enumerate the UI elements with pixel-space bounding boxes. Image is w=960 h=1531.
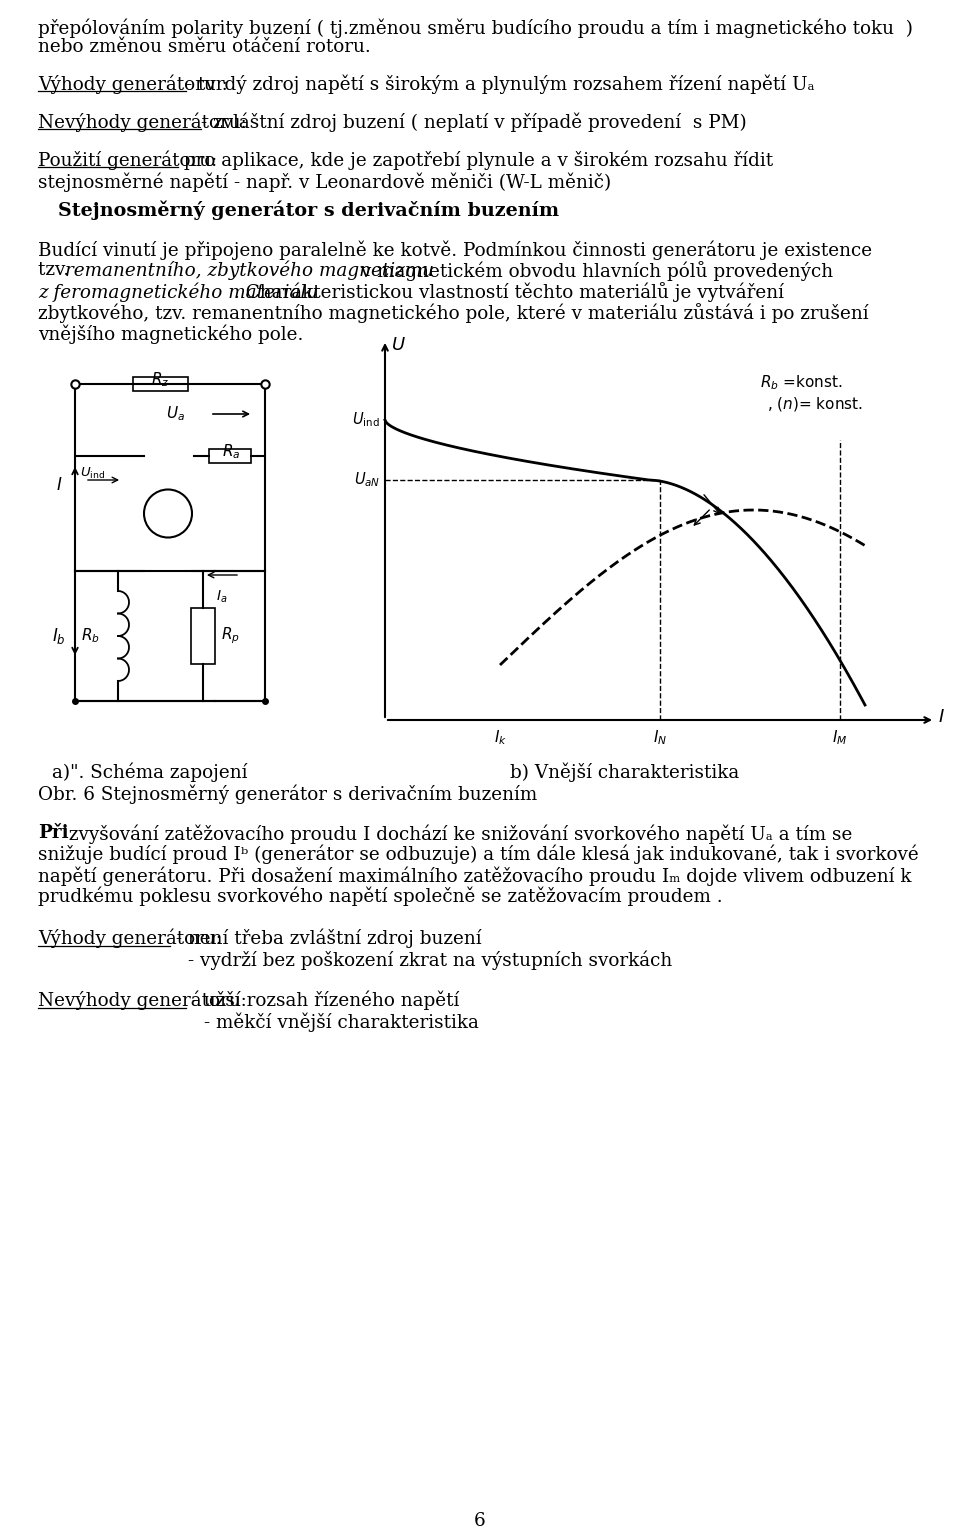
Text: Nevýhody generátoru:: Nevýhody generátoru:: [38, 112, 252, 132]
Text: $I_N$: $I_N$: [653, 729, 667, 747]
Bar: [208, 449, 251, 462]
Text: $I$: $I$: [938, 707, 945, 726]
Text: Při: Při: [38, 824, 68, 842]
Text: $U_a$: $U_a$: [165, 404, 184, 423]
Text: Výhody generátoru:: Výhody generátoru:: [38, 929, 228, 949]
Text: Obr. 6 Stejnosměrný generátor s derivačním buzením: Obr. 6 Stejnosměrný generátor s derivačn…: [38, 785, 538, 804]
Text: $I$: $I$: [56, 478, 62, 495]
Text: a)". Schéma zapojení: a)". Schéma zapojení: [52, 762, 248, 781]
Text: $R_a$: $R_a$: [223, 442, 241, 461]
Text: - tvrdý zdroj napětí s širokým a plynulým rozsahem řízení napětí Uₐ: - tvrdý zdroj napětí s širokým a plynulý…: [186, 73, 815, 93]
Text: přepólováním polarity buzení ( tj.změnou směru budícího proudu a tím i magnetick: přepólováním polarity buzení ( tj.změnou…: [38, 18, 913, 37]
Text: napětí generátoru. Při dosažení maximálního zatěžovacího proudu Iₘ dojde vlivem : napětí generátoru. Při dosažení maximáln…: [38, 867, 911, 885]
Text: zvyšování zatěžovacího proudu I dochází ke snižování svorkového napětí Uₐ a tím : zvyšování zatěžovacího proudu I dochází …: [63, 824, 852, 844]
Text: tzv.: tzv.: [38, 260, 75, 279]
Text: snižuje budící proud Iᵇ (generátor se odbuzuje) a tím dále klesá jak indukované,: snižuje budící proud Iᵇ (generátor se od…: [38, 845, 919, 865]
Text: - není třeba zvláštní zdroj buzení: - není třeba zvláštní zdroj buzení: [170, 929, 482, 949]
Text: z feromagnetického materiálu: z feromagnetického materiálu: [38, 282, 319, 302]
Text: $I_b$: $I_b$: [52, 626, 66, 646]
Text: $R_z$: $R_z$: [151, 371, 169, 389]
Text: $U$: $U$: [391, 335, 406, 354]
Text: , $(n)$= konst.: , $(n)$= konst.: [767, 395, 863, 413]
Text: prudkému poklesu svorkového napětí společně se zatěžovacím proudem .: prudkému poklesu svorkového napětí spole…: [38, 886, 723, 906]
Text: $R_p$: $R_p$: [221, 626, 240, 646]
Text: Použití generátoru:: Použití generátoru:: [38, 150, 217, 170]
Text: Nevýhody generátoru:: Nevýhody generátoru:: [38, 991, 252, 1010]
Text: - vydrží bez poškození zkrat na výstupních svorkách: - vydrží bez poškození zkrat na výstupní…: [188, 951, 672, 969]
Text: - zvláštní zdroj buzení ( neplatí v případě provedení  s PM): - zvláštní zdroj buzení ( neplatí v příp…: [201, 112, 747, 132]
Text: stejnosměrné napětí - např. v Leonardově měniči (W-L měnič): stejnosměrné napětí - např. v Leonardově…: [38, 171, 612, 191]
Text: Výhody generátoru :: Výhody generátoru :: [38, 73, 233, 93]
Text: pro aplikace, kde je zapotřebí plynule a v širokém rozsahu řídit: pro aplikace, kde je zapotřebí plynule a…: [178, 150, 773, 170]
Text: nebo změnou směru otáčení rotoru.: nebo změnou směru otáčení rotoru.: [38, 38, 371, 57]
Text: zbytkového, tzv. remanentního magnetického pole, které v materiálu zůstává i po : zbytkového, tzv. remanentního magnetické…: [38, 303, 869, 323]
Text: $I_M$: $I_M$: [832, 729, 848, 747]
Text: . Charakteristickou vlastností těchto materiálů je vytváření: . Charakteristickou vlastností těchto ma…: [234, 282, 784, 302]
Text: Stejnosměrný generátor s derivačním buzením: Stejnosměrný generátor s derivačním buze…: [58, 201, 559, 219]
Text: - měkčí vnější charakteristika: - měkčí vnější charakteristika: [204, 1012, 479, 1032]
Text: $U_{\rm ind}$: $U_{\rm ind}$: [352, 410, 380, 429]
Text: $R_b$: $R_b$: [82, 626, 100, 646]
Text: vnějšího magnetického pole.: vnějšího magnetického pole.: [38, 325, 303, 343]
Text: v magnetickém obvodu hlavních pólů provedených: v magnetickém obvodu hlavních pólů prove…: [355, 260, 833, 282]
Text: $I_k$: $I_k$: [493, 729, 507, 747]
Text: 6: 6: [474, 1513, 486, 1529]
Text: - užší rozsah řízeného napětí: - užší rozsah řízeného napětí: [186, 991, 460, 1010]
Text: $U_{aN}$: $U_{aN}$: [353, 470, 380, 490]
Text: $U_{\rm ind}$: $U_{\rm ind}$: [80, 465, 106, 481]
Bar: [191, 608, 215, 664]
Text: b) Vnější charakteristika: b) Vnější charakteristika: [511, 762, 739, 781]
Text: $I_a$: $I_a$: [216, 589, 228, 605]
Text: Budící vinutí je připojeno paralelně ke kotvě. Podmínkou činnosti generátoru je : Budící vinutí je připojeno paralelně ke …: [38, 240, 872, 259]
Text: remanentního, zbytkového magnetizmu: remanentního, zbytkového magnetizmu: [65, 260, 434, 280]
Text: $R_b$ =konst.: $R_b$ =konst.: [760, 374, 843, 392]
Bar: [132, 377, 187, 390]
